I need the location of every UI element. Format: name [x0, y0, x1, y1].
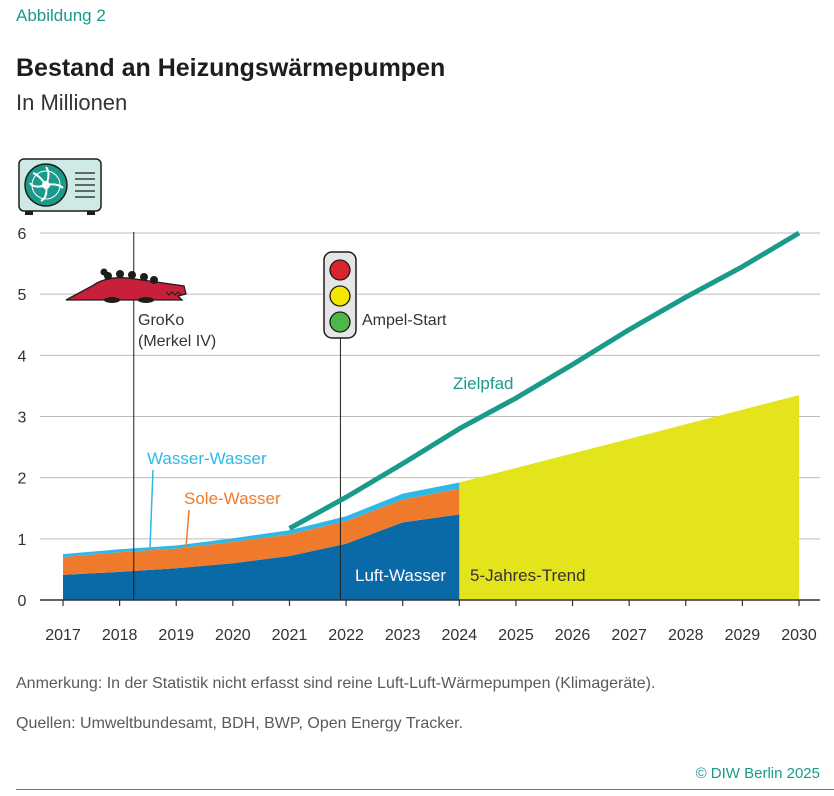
luft-wasser-label: Luft-Wasser: [355, 566, 446, 585]
y-tick-label: 4: [18, 348, 27, 365]
wasser-wasser-leader: [149, 469, 154, 549]
y-tick-label: 1: [18, 532, 27, 549]
heat-pump-chart: 0 1 2 3 4 5 6 2017 2018 2019 2020 2021 2022 2023 2024 2…: [18, 158, 820, 644]
y-tick-label: 6: [18, 226, 27, 243]
x-tick-label: 2026: [555, 627, 591, 644]
x-tick-label: 2018: [102, 627, 138, 644]
zielpfad-line: [288, 230, 801, 531]
air-source-heat-pump-icon: [18, 158, 102, 215]
chart-subtitle: In Millionen: [16, 90, 128, 115]
trend-area: [459, 395, 799, 600]
footer-divider: [16, 789, 834, 790]
area-layer: [63, 395, 799, 600]
x-tick-label: 2030: [781, 627, 817, 644]
x-tick-label: 2022: [328, 627, 364, 644]
ampel-label: Ampel-Start: [362, 312, 447, 329]
labels: Wasser-Wasser Sole-Wasser Luft-Wasser 5-Jah…: [138, 312, 586, 585]
copyright: © DIW Berlin 2025: [695, 765, 820, 782]
axes: 0 1 2 3 4 5 6 2017 2018 2019 2020 2021 2022 2023 2024 2…: [18, 226, 820, 644]
sole-wasser-label: Sole-Wasser: [184, 489, 281, 508]
y-tick-label: 2: [18, 471, 27, 488]
chart-note: Anmerkung: In der Statistik nicht erfass…: [16, 675, 656, 692]
trend-label: 5-Jahres-Trend: [470, 566, 586, 585]
chart-title: Bestand an Heizungswärmepumpen: [16, 54, 446, 82]
groko-sublabel: (Merkel IV): [138, 333, 216, 350]
x-tick-label: 2025: [498, 627, 534, 644]
x-tick-label: 2027: [611, 627, 647, 644]
x-tick-label: 2024: [442, 627, 478, 644]
luft-wasser-area: [63, 514, 460, 600]
y-tick-label: 0: [18, 593, 27, 610]
traffic-light-icon: [323, 251, 357, 339]
groko-label: GroKo: [138, 312, 184, 329]
y-tick-label: 3: [18, 410, 27, 427]
wasser-wasser-label: Wasser-Wasser: [147, 449, 267, 468]
x-tick-label: 2017: [45, 627, 81, 644]
chart-sources: Quellen: Umweltbundesamt, BDH, BWP, Open…: [16, 715, 464, 732]
figure-label: Abbildung 2: [16, 6, 106, 25]
x-tick-label: 2028: [668, 627, 704, 644]
sole-wasser-leader: [185, 509, 190, 549]
crocodile-icon: [65, 268, 187, 303]
x-tick-label: 2023: [385, 627, 421, 644]
y-tick-label: 5: [18, 287, 27, 304]
sole-wasser-area: [63, 488, 460, 575]
x-tick-label: 2019: [158, 627, 194, 644]
x-tick-label: 2029: [725, 627, 761, 644]
zielpfad-label: Zielpfad: [453, 374, 513, 393]
x-tick-label: 2020: [215, 627, 251, 644]
x-tick-label: 2021: [272, 627, 308, 644]
